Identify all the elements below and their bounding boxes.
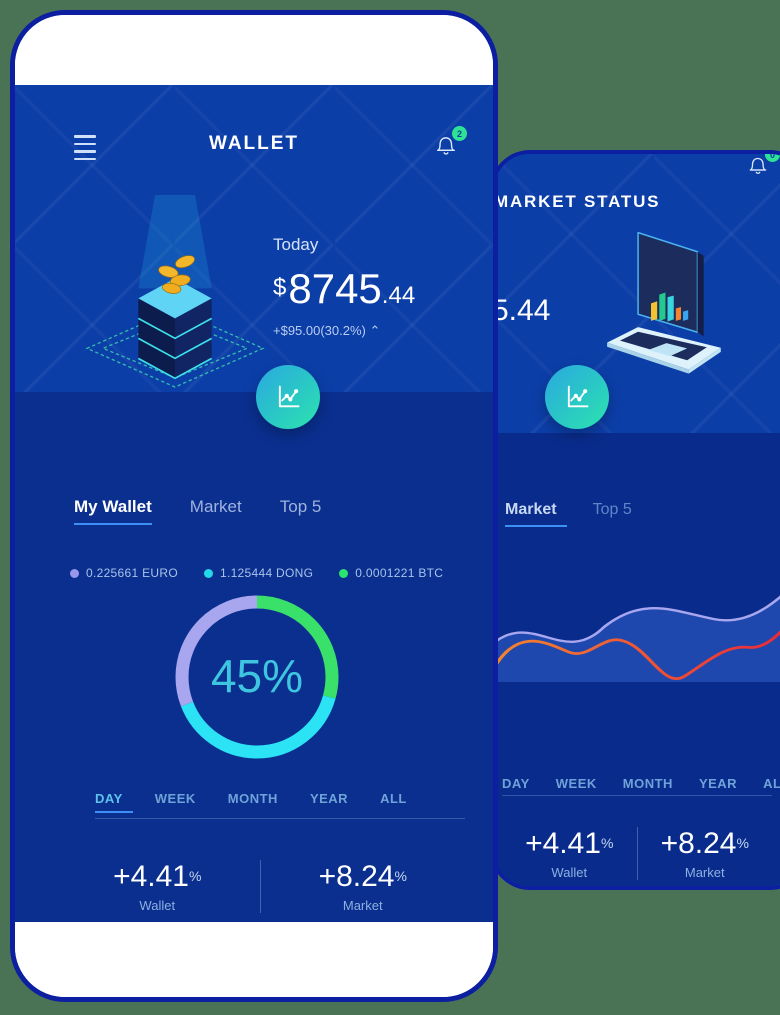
svg-text:45%: 45% [211, 650, 303, 702]
